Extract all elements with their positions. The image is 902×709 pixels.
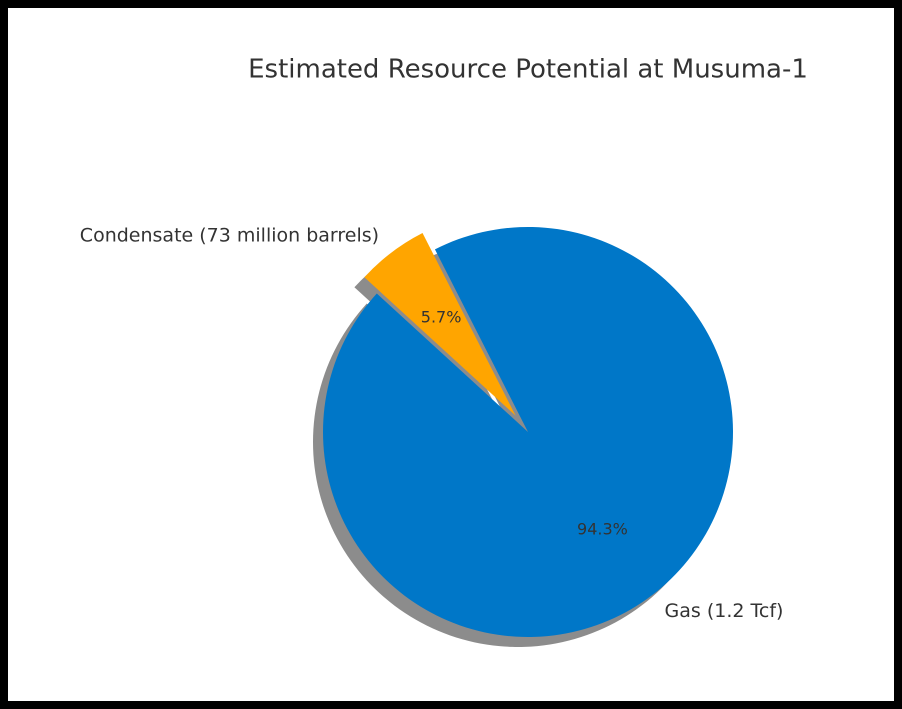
value-label: 5.7%: [421, 307, 462, 326]
pie-slice: [364, 233, 516, 416]
slice-label: Condensate (73 million barrels): [80, 225, 379, 247]
chart-title: Estimated Resource Potential at Musuma-1: [248, 55, 808, 85]
value-label: 94.3%: [577, 519, 628, 538]
pie-slice: [323, 227, 733, 637]
slice-label: Gas (1.2 Tcf): [665, 600, 784, 622]
